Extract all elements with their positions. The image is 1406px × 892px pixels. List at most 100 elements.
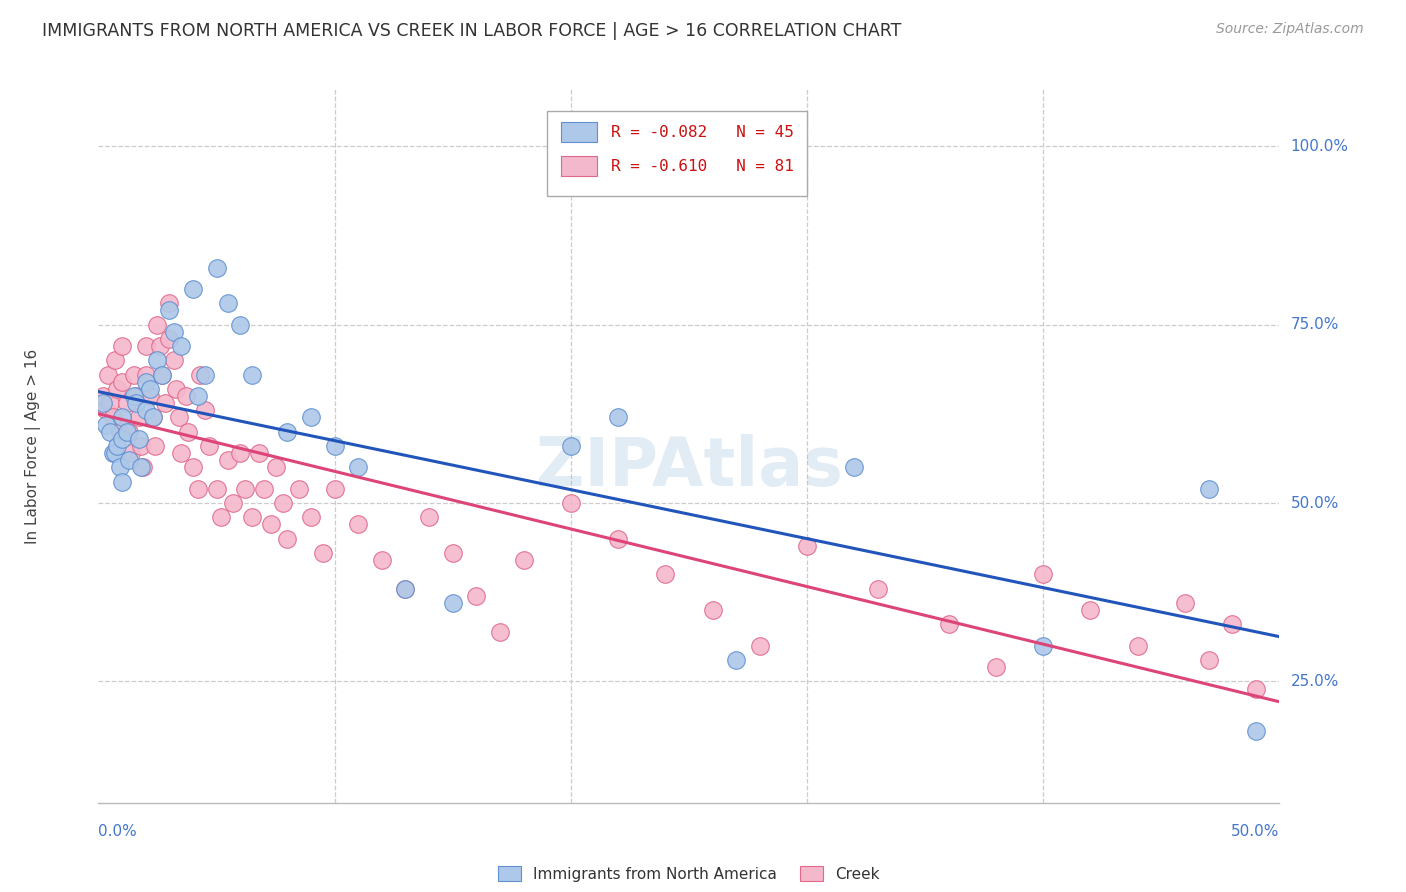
Point — [135, 339, 157, 353]
Point — [233, 482, 256, 496]
Point — [229, 318, 252, 332]
Point — [441, 596, 464, 610]
Point — [276, 532, 298, 546]
Point — [118, 425, 141, 439]
Point — [146, 353, 169, 368]
Point — [1244, 681, 1267, 696]
Point — [105, 439, 128, 453]
Text: R = -0.082   N = 45: R = -0.082 N = 45 — [612, 125, 794, 139]
Point — [94, 417, 117, 432]
Point — [165, 382, 187, 396]
Point — [167, 410, 190, 425]
Point — [91, 389, 114, 403]
Text: 100.0%: 100.0% — [1291, 139, 1348, 153]
Text: IMMIGRANTS FROM NORTH AMERICA VS CREEK IN LABOR FORCE | AGE > 16 CORRELATION CHA: IMMIGRANTS FROM NORTH AMERICA VS CREEK I… — [42, 22, 901, 40]
Point — [512, 553, 534, 567]
Point — [725, 653, 748, 667]
Point — [260, 517, 283, 532]
Point — [142, 410, 165, 425]
Point — [198, 439, 221, 453]
Point — [394, 582, 416, 596]
Text: Source: ZipAtlas.com: Source: ZipAtlas.com — [1216, 22, 1364, 37]
Point — [654, 567, 676, 582]
Point — [111, 475, 134, 489]
Point — [217, 453, 239, 467]
Point — [607, 532, 630, 546]
Point — [1220, 617, 1243, 632]
Point — [194, 403, 217, 417]
Point — [1032, 639, 1054, 653]
Point — [1198, 482, 1220, 496]
Text: 0.0%: 0.0% — [98, 824, 138, 839]
Point — [111, 375, 134, 389]
Point — [205, 260, 228, 275]
Point — [104, 353, 127, 368]
Point — [135, 368, 157, 382]
Bar — [561, 122, 596, 142]
Point — [122, 389, 145, 403]
Point — [98, 396, 121, 410]
Point — [153, 396, 176, 410]
Point — [796, 539, 818, 553]
Point — [187, 482, 209, 496]
Point — [128, 432, 150, 446]
Point — [118, 453, 141, 467]
Point — [115, 396, 138, 410]
Point — [174, 389, 197, 403]
Point — [1174, 596, 1197, 610]
Point — [157, 332, 180, 346]
Point — [288, 482, 311, 496]
Point — [217, 296, 239, 310]
Point — [170, 446, 193, 460]
Point — [1080, 603, 1102, 617]
Point — [125, 389, 148, 403]
Point — [91, 396, 114, 410]
Point — [101, 446, 124, 460]
Point — [101, 410, 124, 425]
Text: 25.0%: 25.0% — [1291, 674, 1339, 689]
Point — [181, 282, 204, 296]
Point — [98, 425, 121, 439]
Point — [299, 510, 322, 524]
Bar — [561, 156, 596, 177]
Point — [312, 546, 335, 560]
Point — [323, 482, 346, 496]
Text: 75.0%: 75.0% — [1291, 318, 1339, 332]
Point — [748, 639, 770, 653]
Point — [1032, 567, 1054, 582]
Point — [1198, 653, 1220, 667]
Point — [132, 460, 155, 475]
Point — [347, 517, 370, 532]
Point — [418, 510, 440, 524]
Point — [866, 582, 889, 596]
Point — [347, 460, 370, 475]
Point — [108, 460, 131, 475]
Text: ZIPAtlas: ZIPAtlas — [536, 434, 842, 500]
Point — [394, 582, 416, 596]
Point — [108, 425, 131, 439]
Point — [129, 439, 152, 453]
Text: 50.0%: 50.0% — [1232, 824, 1279, 839]
Point — [122, 368, 145, 382]
Point — [323, 439, 346, 453]
Point — [177, 425, 200, 439]
Point — [146, 318, 169, 332]
Point — [135, 403, 157, 417]
Text: R = -0.610   N = 81: R = -0.610 N = 81 — [612, 159, 794, 174]
Point — [143, 439, 166, 453]
Point — [97, 368, 120, 382]
Point — [111, 410, 134, 425]
Text: In Labor Force | Age > 16: In Labor Force | Age > 16 — [25, 349, 41, 543]
Point — [607, 410, 630, 425]
Text: 50.0%: 50.0% — [1291, 496, 1339, 510]
Point — [142, 410, 165, 425]
Point — [129, 460, 152, 475]
Point — [247, 446, 270, 460]
Point — [157, 296, 180, 310]
Point — [264, 460, 287, 475]
Point — [1126, 639, 1149, 653]
Legend: Immigrants from North America, Creek: Immigrants from North America, Creek — [492, 860, 886, 888]
Point — [104, 446, 127, 460]
Point — [111, 339, 134, 353]
Point — [1244, 724, 1267, 739]
